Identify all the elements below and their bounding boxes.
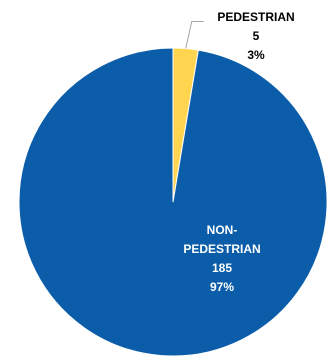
leader-lines [185, 21, 204, 49]
pie-slice-non-pedestrian [18, 47, 328, 357]
data-label-non-pedestrian-value: 185 [212, 261, 232, 275]
data-label-pedestrian-percent: 3% [247, 48, 265, 62]
pie-slices [18, 47, 328, 357]
data-label-pedestrian-value: 5 [253, 29, 260, 43]
data-label-non-pedestrian-percent: 97% [210, 280, 234, 294]
leader-line-pedestrian [185, 21, 204, 49]
slice-labels: NON- PEDESTRIAN 185 97% PEDESTRIAN 5 3% [183, 10, 294, 294]
data-label-non-pedestrian-name-1: PEDESTRIAN [183, 242, 260, 256]
data-label-pedestrian-name-0: PEDESTRIAN [217, 10, 294, 24]
data-label-non-pedestrian-name-0: NON- [207, 223, 238, 237]
